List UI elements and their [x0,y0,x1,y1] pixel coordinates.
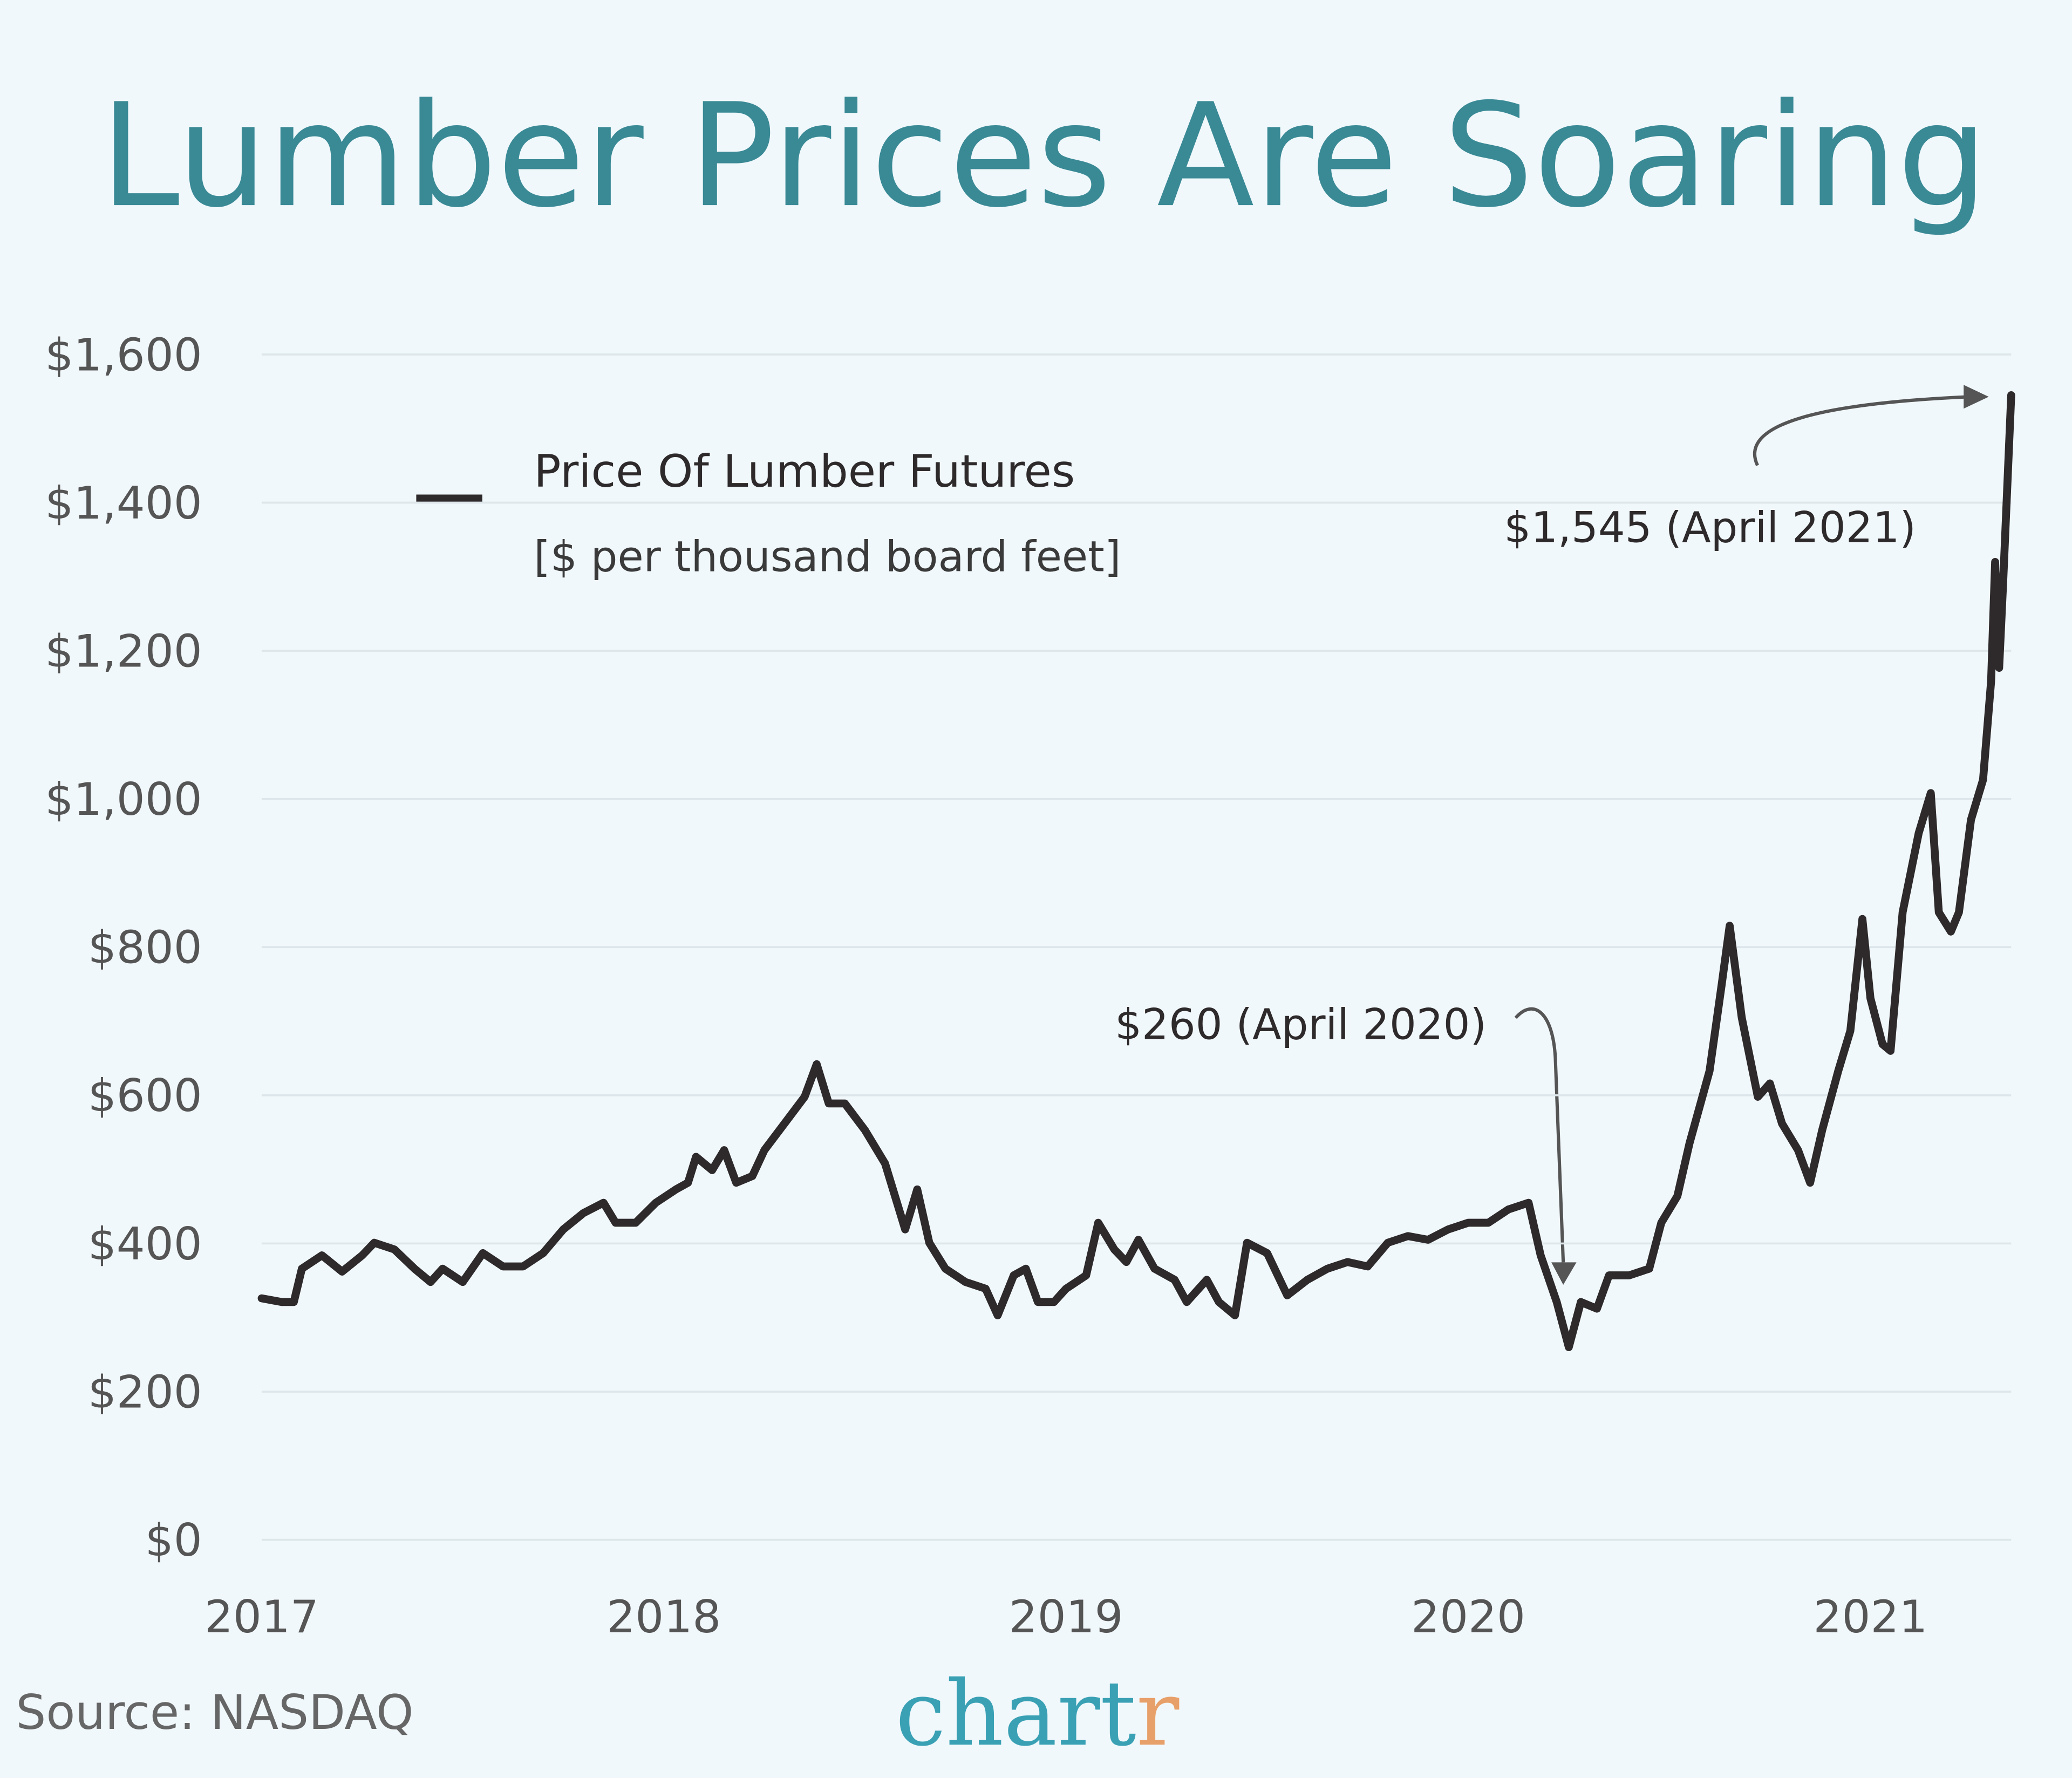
x-tick-label: 2017 [205,1591,319,1643]
y-tick-label: $400 [88,1218,202,1270]
x-tick-label: 2018 [606,1591,721,1643]
y-tick-label: $1,400 [45,477,202,529]
logo-part: chart [895,1661,1136,1766]
legend-note: [$ per thousand board feet] [534,533,1121,582]
annotation: $1,545 (April 2021) [1504,503,1916,553]
annotation-arrow [1514,1007,1565,1263]
y-tick-label: $1,000 [45,773,202,826]
y-tick-label: $0 [145,1514,202,1566]
legend-label: Price Of Lumber Futures [534,445,1075,498]
logo: chartr [895,1661,1179,1766]
x-tick-label: 2020 [1411,1591,1525,1643]
y-tick-label: $1,600 [45,329,202,381]
x-tick-label: 2019 [1009,1591,1123,1643]
arrow-head [1551,1262,1577,1285]
y-tick-label: $600 [88,1069,202,1122]
price-line [257,391,2015,1352]
chart-title: Lumber Prices Are Soaring [100,73,1988,239]
source: Source: NASDAQ [16,1685,413,1740]
annotation-arrow [1753,395,1969,466]
annotation: $260 (April 2020) [1115,1000,1487,1049]
y-tick-label: $1,200 [45,625,202,677]
logo-part: r [1136,1661,1180,1766]
x-tick-label: 2021 [1814,1591,1928,1643]
arrow-head [1964,385,1989,409]
y-tick-label: $800 [88,922,202,974]
y-tick-label: $200 [88,1366,202,1418]
